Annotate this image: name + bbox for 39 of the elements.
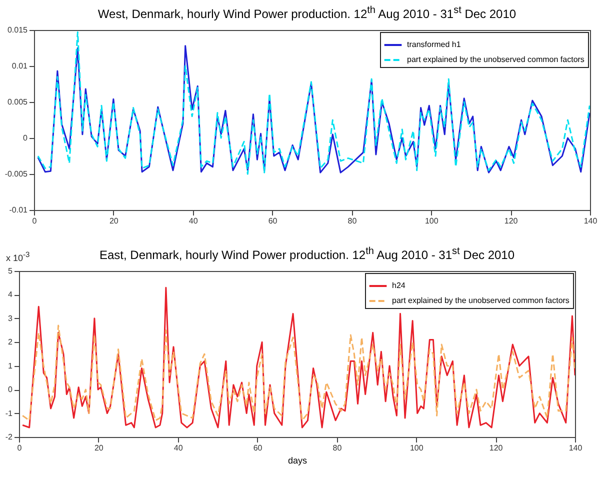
x-tick-label: 100 (410, 444, 424, 452)
text: x 10$^{-3}$ (6, 249, 30, 264)
x-tick-label: 20 (94, 444, 104, 452)
y-tick-label: -0.01 (9, 206, 28, 214)
x-tick-label: 40 (188, 216, 198, 226)
y-tick-label: 2 (8, 338, 14, 347)
y-tick-label: 0.01 (12, 62, 28, 70)
legend-label: part explained by the unobserved common factors (407, 55, 584, 64)
y-tick-label: 0 (23, 134, 28, 142)
x-axis-title: days (288, 456, 308, 466)
legend-label: h24 (392, 281, 406, 290)
y-tick-label: -0.005 (4, 170, 28, 178)
x-tick-label: 20 (109, 216, 119, 226)
x-tick-label: 100 (424, 216, 439, 226)
y-tick-label: 1 (8, 361, 14, 370)
x-tick-label: 60 (253, 444, 263, 452)
chart-title: East, Denmark, hourly Wind Power production. 12$^{th}$ Aug 2010 - 31$^{st}$ Dec 2010 (99, 246, 515, 262)
y-tick-label: 5 (8, 266, 14, 276)
x-tick-label: 60 (268, 216, 278, 226)
chart-title: West, Denmark, hourly Wind Power production. 12$^{th}$ Aug 2010 - 31$^{st}$ Dec 2010 (96, 4, 518, 22)
y-tick-label: 0 (8, 385, 14, 394)
y-tick-label: 3 (8, 314, 14, 323)
x-tick-label: 0 (32, 216, 38, 226)
x-tick-label: 140 (584, 216, 598, 226)
legend-label: part explained by the unobserved common factors (392, 296, 570, 305)
legend-label: transformed h1 (407, 40, 462, 49)
y-tick-label: 0.015 (7, 26, 28, 34)
line-series (22, 324, 575, 422)
x-tick-label: 120 (489, 444, 504, 452)
y-tick-label: -2 (5, 432, 14, 442)
x-tick-label: 40 (174, 444, 184, 452)
y-tick-label: 4 (8, 290, 14, 300)
x-tick-label: 120 (504, 216, 518, 226)
x-tick-label: 140 (568, 444, 583, 452)
y-tick-label: 0.005 (7, 98, 28, 106)
x-tick-label: 80 (348, 216, 358, 226)
y-tick-label: -1 (5, 408, 14, 418)
line-series (22, 286, 575, 428)
x-tick-label: 80 (332, 444, 342, 452)
